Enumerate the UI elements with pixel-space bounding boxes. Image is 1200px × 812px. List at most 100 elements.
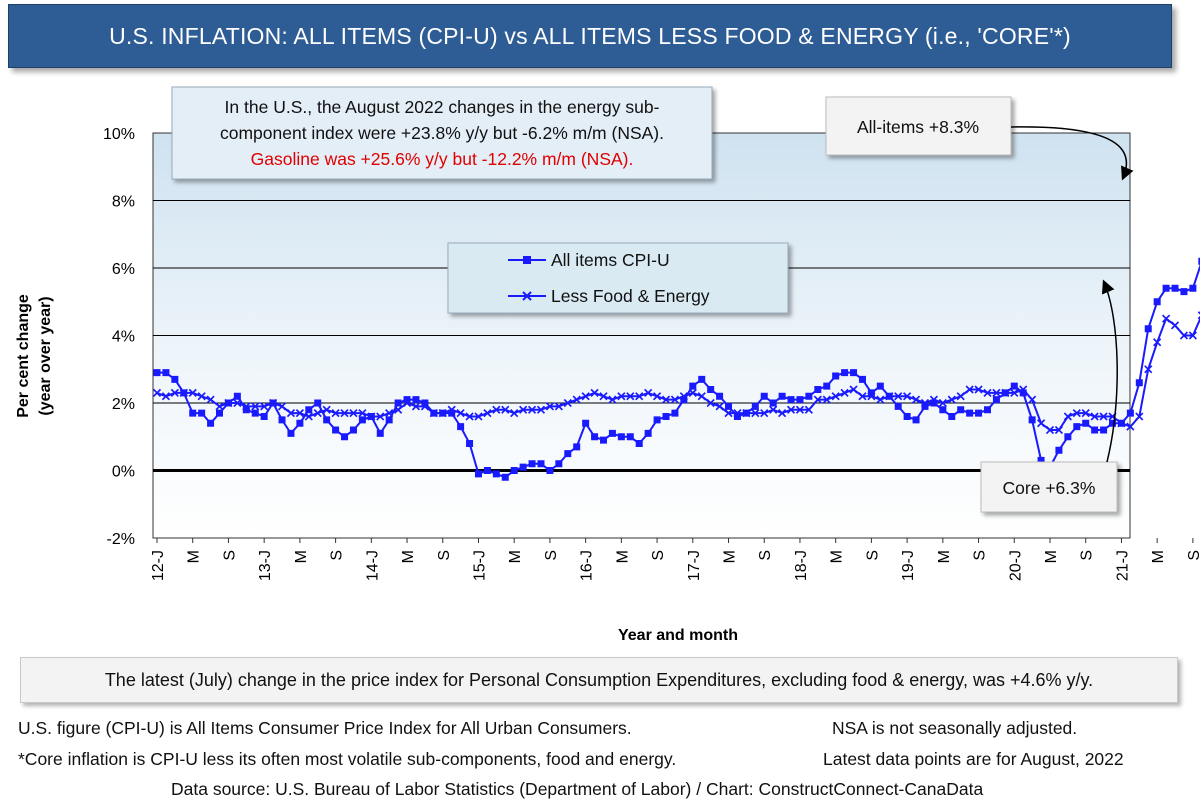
data-point-all-items — [635, 440, 643, 447]
data-point-core — [813, 395, 822, 404]
y-tick-label: 0% — [112, 464, 135, 481]
data-point-core — [465, 412, 474, 421]
gasoline-annotation: Gasoline was +25.6% y/y but -12.2% m/m (… — [251, 149, 634, 169]
data-point-all-items — [1082, 419, 1090, 427]
data-point-all-items — [841, 369, 849, 377]
data-point-all-items — [305, 406, 313, 414]
data-point-core — [358, 409, 367, 418]
data-point-core — [858, 392, 867, 401]
all-items-callout-box — [825, 96, 1012, 156]
data-point-all-items — [162, 369, 170, 377]
core-line — [156, 316, 1200, 431]
data-point-core — [170, 388, 179, 397]
x-tick-label: S — [1186, 550, 1200, 561]
x-tick-label: S — [221, 550, 238, 561]
data-point-all-items — [814, 386, 822, 393]
data-point-core — [1090, 412, 1099, 421]
legend-label-all-items: All items CPI-U — [551, 250, 670, 270]
data-point-core — [286, 409, 296, 418]
data-point-core — [331, 409, 340, 418]
data-point-all-items — [260, 413, 268, 420]
data-point-core — [277, 402, 287, 411]
data-point-all-items — [957, 406, 965, 414]
data-point-core — [349, 409, 358, 418]
data-point-core — [188, 388, 197, 397]
data-point-all-items — [662, 413, 670, 420]
data-point-all-items — [198, 409, 206, 417]
legend-marker-x — [522, 291, 532, 301]
data-point-core — [1162, 314, 1171, 323]
data-point-core — [599, 392, 608, 401]
data-point-all-items — [189, 409, 197, 417]
data-point-core — [206, 395, 215, 404]
data-point-all-items — [314, 399, 322, 407]
all-items-callout-arrow — [1010, 126, 1134, 181]
data-point-core — [1188, 331, 1197, 340]
energy-annotation-line2: component index were +23.8% y/y but -6.2… — [220, 123, 664, 143]
data-point-core — [215, 402, 224, 411]
energy-annotation-box — [171, 86, 713, 180]
data-point-core — [447, 405, 456, 414]
y-tick-label: 4% — [112, 329, 135, 346]
data-point-all-items — [1010, 382, 1018, 390]
data-point-all-items — [1126, 409, 1134, 417]
x-tick-label: M — [186, 550, 203, 563]
data-point-core — [867, 392, 876, 401]
data-point-all-items — [287, 429, 295, 437]
data-point-all-items — [171, 375, 179, 383]
data-point-all-items — [644, 429, 652, 437]
data-point-core — [822, 395, 831, 404]
data-point-all-items — [385, 416, 393, 424]
data-point-all-items — [876, 382, 884, 390]
x-tick-label: 13-J — [257, 550, 274, 581]
data-point-core — [1010, 388, 1019, 397]
data-point-all-items — [466, 440, 474, 447]
data-point-core — [376, 412, 385, 421]
data-point-core — [322, 405, 331, 414]
data-point-all-items — [671, 409, 679, 417]
data-point-core — [152, 388, 162, 397]
data-point-core — [420, 402, 429, 411]
x-axis-label: Year and month — [618, 627, 738, 644]
data-point-all-items — [510, 467, 518, 474]
data-point-all-items — [546, 467, 554, 474]
data-point-all-items — [1037, 456, 1045, 464]
data-point-core — [724, 409, 733, 418]
data-point-all-items — [528, 460, 536, 468]
data-point-core — [313, 409, 322, 418]
data-point-all-items — [582, 419, 590, 427]
data-point-all-items — [1100, 426, 1108, 434]
data-point-core — [233, 398, 242, 408]
data-point-all-items — [733, 413, 741, 420]
data-point-core — [715, 402, 724, 411]
x-tick-label: S — [972, 550, 989, 561]
x-tick-label: 14-J — [364, 550, 381, 581]
data-point-all-items — [1180, 288, 1188, 296]
data-point-core — [733, 409, 742, 418]
data-point-core — [554, 402, 563, 411]
footer-core-definition: *Core inflation is CPI-U less its often … — [18, 749, 677, 769]
data-point-core — [429, 409, 438, 418]
x-tick-label: M — [1150, 550, 1167, 563]
data-point-all-items — [858, 375, 866, 383]
data-point-all-items — [251, 409, 259, 417]
data-point-all-items — [474, 470, 482, 478]
data-point-all-items — [1019, 389, 1027, 397]
data-point-all-items — [1109, 419, 1117, 427]
data-point-core — [438, 409, 447, 418]
data-point-core — [742, 409, 751, 418]
data-point-core — [831, 392, 840, 401]
data-point-core — [644, 388, 653, 397]
data-point-core — [608, 395, 617, 404]
data-point-all-items — [966, 409, 974, 417]
data-point-core — [697, 392, 706, 401]
data-point-core — [340, 409, 349, 418]
data-point-core — [786, 405, 796, 414]
data-point-all-items — [1153, 298, 1161, 306]
data-point-core — [617, 392, 626, 401]
data-point-all-items — [975, 409, 983, 417]
data-point-core — [947, 395, 956, 404]
data-point-all-items — [519, 463, 527, 471]
data-point-all-items — [376, 429, 384, 437]
pce-note-text: The latest (July) change in the price in… — [104, 669, 1094, 690]
